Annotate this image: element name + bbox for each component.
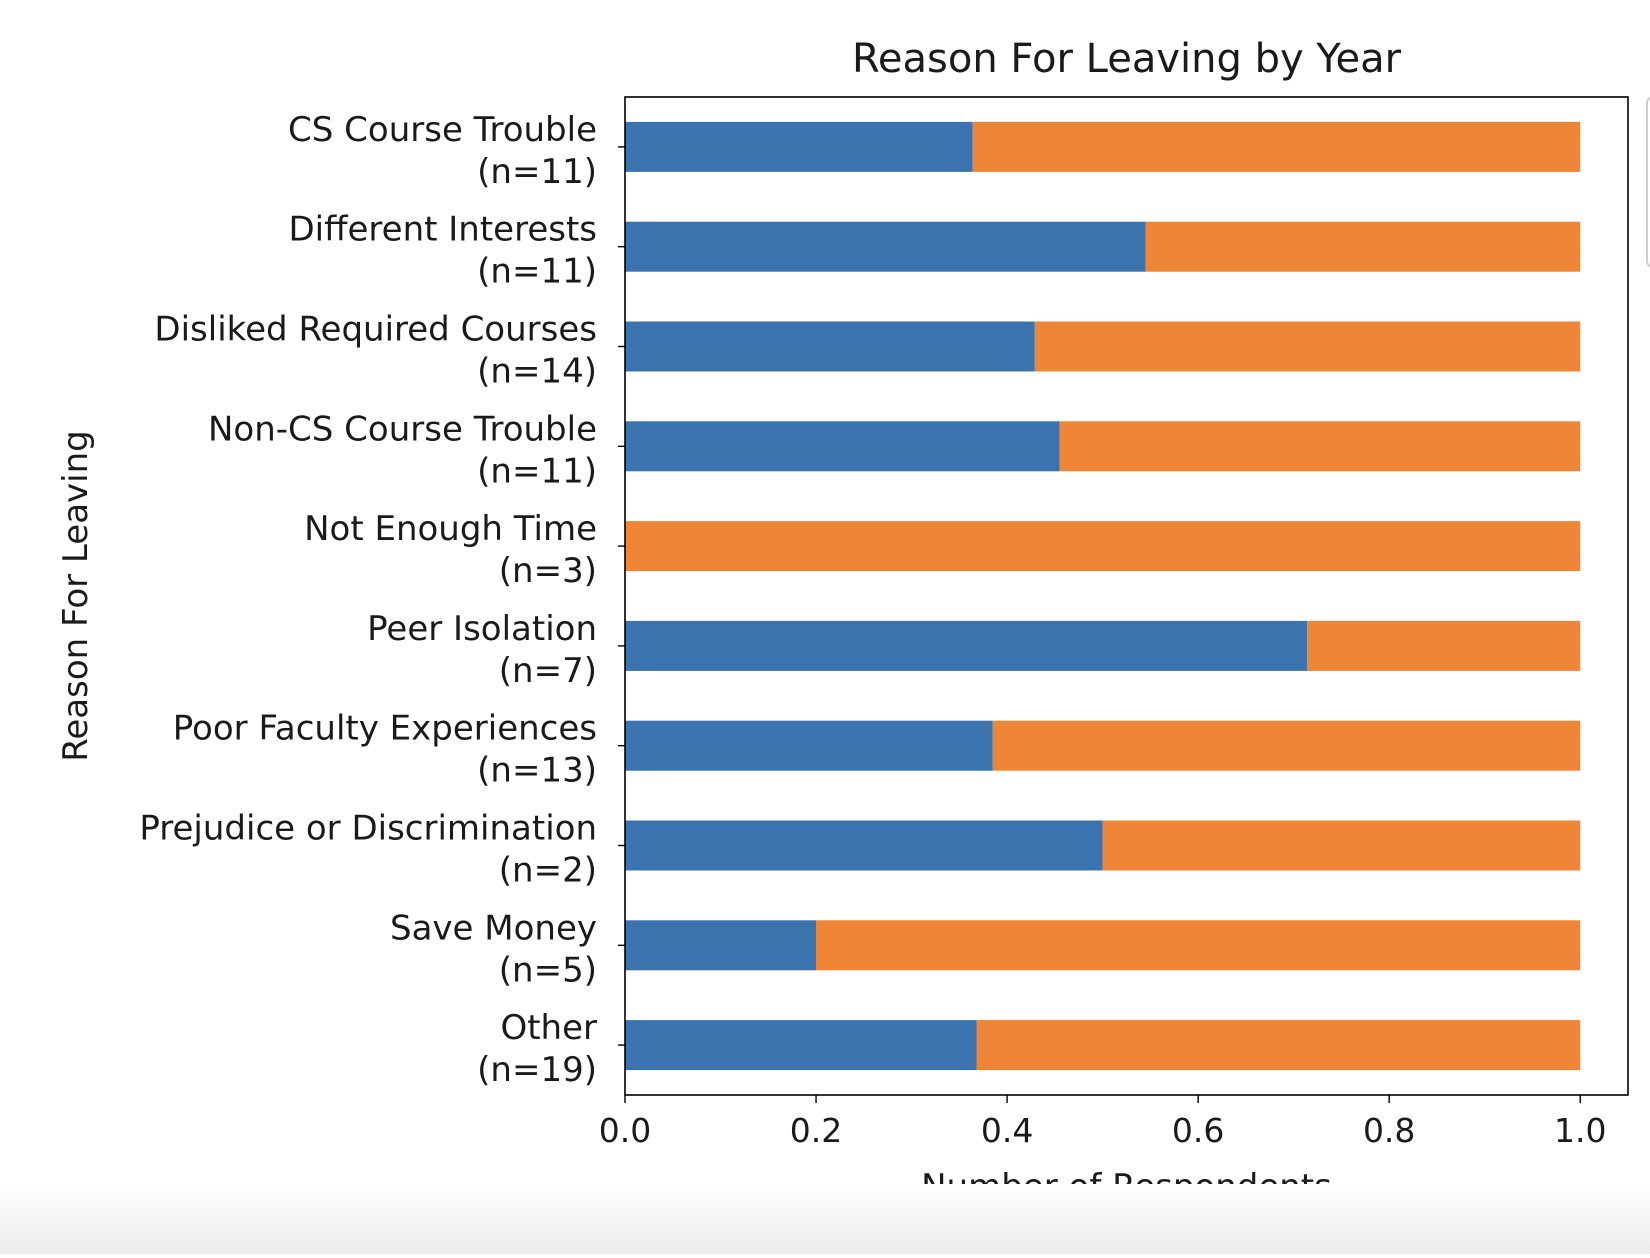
y-tick-count: (n=11): [477, 451, 597, 491]
x-tick-label: 0.4: [981, 1111, 1033, 1150]
x-tick-label: 1.0: [1554, 1111, 1606, 1150]
y-tick-label: Disliked Required Courses: [154, 310, 597, 350]
y-tick-label: Different Interests: [288, 210, 597, 250]
bar-segment-2: [992, 720, 1581, 771]
y-tick-count: (n=11): [477, 252, 597, 292]
x-tick-label: 0.0: [599, 1111, 651, 1150]
bottom-fade: [0, 1184, 1650, 1254]
y-tick-count: (n=13): [477, 751, 597, 791]
y-tick-label: Prejudice or Discrimination: [139, 809, 597, 849]
plot-frame: [624, 96, 1629, 1096]
y-tick-label: Save Money: [390, 908, 597, 948]
bar-segment-2: [1102, 820, 1581, 871]
bar-segment-1: [625, 720, 993, 771]
y-tick-count: (n=19): [477, 1050, 597, 1090]
y-tick-count: (n=3): [499, 551, 597, 591]
bar-segment-1: [625, 321, 1035, 372]
x-tick-label: 0.2: [790, 1111, 842, 1150]
bar-segment-1: [625, 121, 973, 172]
y-tick-count: (n=7): [499, 651, 597, 691]
y-tick-count: (n=14): [477, 352, 597, 392]
bar-segment-2: [625, 521, 1581, 572]
y-axis-label: Reason For Leaving: [56, 430, 96, 761]
bar-segment-1: [625, 221, 1146, 272]
bar-segment-1: [625, 920, 817, 971]
bar-segment-1: [625, 620, 1308, 671]
bar-segment-1: [625, 820, 1103, 871]
y-tick-label: CS Course Trouble: [288, 110, 597, 150]
y-tick-label: Not Enough Time: [304, 509, 597, 549]
bar-segment-2: [816, 920, 1581, 971]
y-tick-count: (n=5): [499, 950, 597, 990]
y-tick-label: Other: [500, 1008, 597, 1048]
bar-segment-2: [1059, 421, 1581, 472]
bar-segment-2: [976, 1020, 1581, 1071]
y-tick-label: Peer Isolation: [367, 609, 597, 649]
y-tick-label: Non-CS Course Trouble: [208, 409, 597, 449]
bar-segment-1: [625, 1020, 977, 1071]
y-tick-count: (n=11): [477, 152, 597, 192]
legend-box: [1646, 96, 1650, 268]
x-tick-label: 0.8: [1363, 1111, 1415, 1150]
bar-segment-2: [1034, 321, 1581, 372]
chart-title: Reason For Leaving by Year: [852, 36, 1402, 82]
y-tick-count: (n=2): [499, 851, 597, 891]
bar-segment-2: [972, 121, 1581, 172]
x-tick-label: 0.6: [1172, 1111, 1224, 1150]
bar-segment-2: [1145, 221, 1581, 272]
bar-segment-2: [1307, 620, 1581, 671]
y-tick-label: Poor Faculty Experiences: [173, 709, 597, 749]
bar-segment-1: [625, 421, 1060, 472]
